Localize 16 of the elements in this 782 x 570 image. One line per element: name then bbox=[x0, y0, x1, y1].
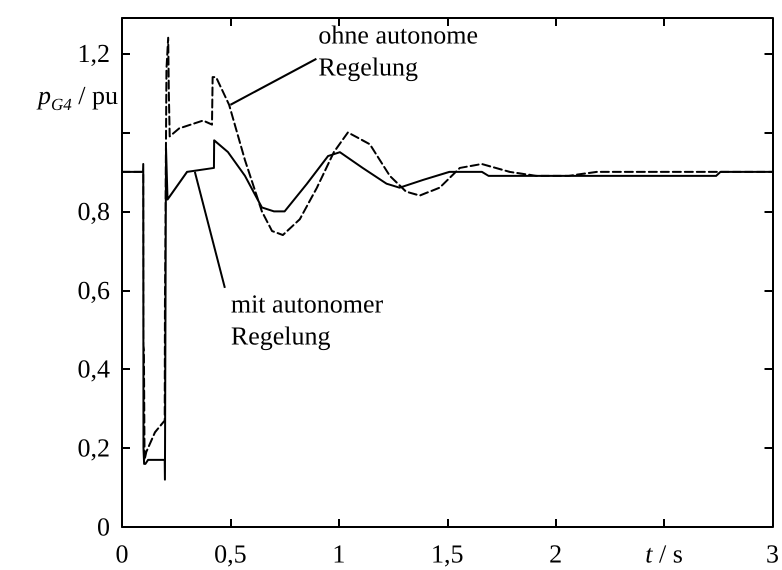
x-tick-label: 0 bbox=[116, 540, 128, 568]
y-axis-title: p$_{G4}$ / pu bbox=[38, 80, 118, 117]
y-tick-label: 1,2 bbox=[78, 39, 110, 68]
annotation: mit autonomer Regelung bbox=[230, 289, 390, 350]
y-tick-label: 0 bbox=[97, 512, 110, 542]
x-tick-label: 2 bbox=[549, 540, 562, 568]
x-tick-label: 0,5 bbox=[214, 540, 247, 568]
x-tick-label: 1,5 bbox=[431, 540, 464, 568]
x-tick-label: 3 bbox=[766, 540, 779, 568]
x-axis-title: t / s bbox=[645, 540, 683, 568]
y-tick-label: 0,8 bbox=[78, 196, 110, 226]
annotation: ohne autonome Regelung bbox=[318, 20, 484, 82]
x-tick-label: 1 bbox=[332, 540, 346, 568]
y-tick-label: 0,4 bbox=[78, 354, 110, 384]
y-tick-label: 0,6 bbox=[78, 276, 110, 305]
y-tick-label: 0,2 bbox=[78, 434, 110, 463]
